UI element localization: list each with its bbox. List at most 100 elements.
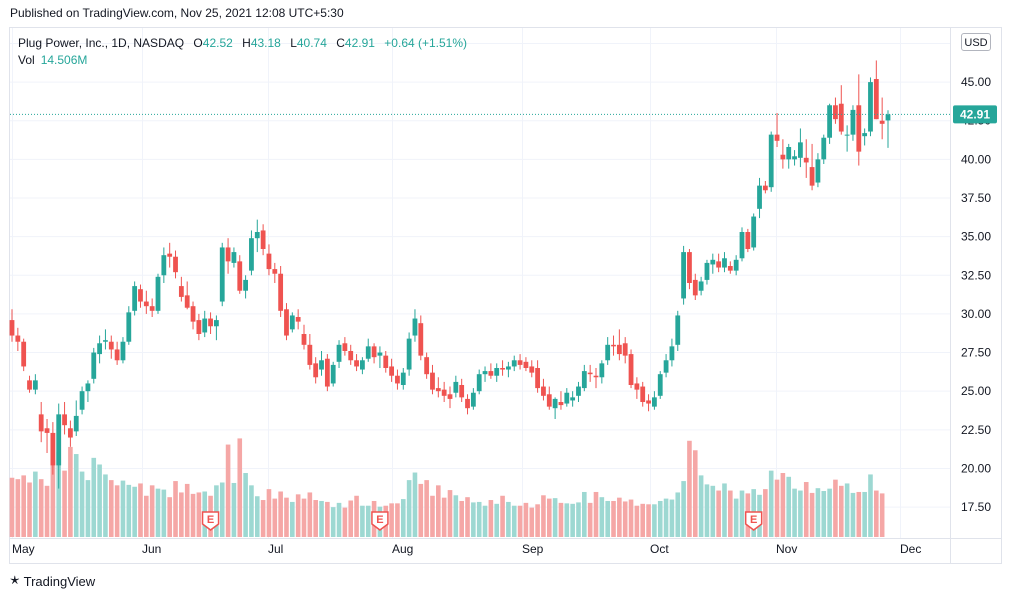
volume-bar	[348, 500, 354, 537]
volume-bar	[97, 464, 102, 537]
candle-body	[692, 279, 698, 296]
candle-body	[628, 354, 634, 385]
x-tick-label: Jul	[268, 542, 283, 556]
y-tick-label: 45.00	[961, 75, 991, 89]
y-tick-label: 17.50	[961, 500, 991, 514]
earnings-marker-icon	[371, 511, 389, 531]
candle-body	[681, 252, 686, 299]
candle-body	[535, 368, 540, 389]
volume-bar	[728, 490, 733, 537]
volume-bar	[552, 498, 558, 537]
candle-body	[640, 386, 646, 402]
volume-bar	[214, 485, 219, 537]
candle-body	[704, 262, 710, 280]
volume-bar	[447, 490, 453, 537]
volume-bar	[465, 497, 470, 537]
chart-legend: Plug Power, Inc., 1D, NASDAQ O42.52 H43.…	[18, 35, 467, 69]
candle-body	[132, 286, 138, 311]
candle-body	[733, 259, 739, 271]
candle-body	[541, 386, 546, 396]
x-tick-label: Oct	[650, 542, 669, 556]
volume-bar	[675, 492, 681, 537]
volume-bar	[173, 481, 178, 537]
currency-button[interactable]: USD	[961, 33, 991, 51]
candle-body	[289, 315, 295, 330]
volume-bar	[763, 489, 768, 537]
candle-body	[576, 386, 581, 396]
volume-bar	[290, 501, 295, 537]
earnings-marker-label: E	[750, 514, 757, 526]
candle-body	[214, 320, 219, 327]
volume-bar	[488, 500, 494, 537]
candle-body	[254, 232, 260, 239]
volume-bar	[541, 495, 546, 537]
volume-bar	[453, 495, 459, 537]
candle-body	[295, 317, 301, 322]
volume-bar	[634, 505, 640, 537]
earnings-marker-icon	[201, 511, 220, 531]
volume-bar	[774, 479, 780, 537]
volume-bar	[406, 480, 412, 537]
candle-body	[698, 281, 704, 291]
candle-body	[430, 372, 435, 390]
volume-bar	[149, 485, 155, 537]
candle-body	[412, 318, 418, 336]
candle-body	[85, 383, 91, 392]
candle-body	[435, 388, 441, 392]
volume-bar	[254, 496, 260, 537]
candle-body	[278, 273, 284, 311]
candle-body	[815, 159, 821, 183]
change-value: +0.64 (+1.51%)	[384, 36, 468, 50]
volume-bar	[733, 498, 739, 537]
candle-body	[517, 360, 523, 365]
candle-body	[424, 357, 430, 375]
candle-body	[73, 415, 79, 432]
low-label: L	[290, 36, 297, 50]
volume-bar	[722, 483, 727, 537]
volume-bar	[646, 504, 651, 537]
candle-body	[167, 253, 173, 257]
candle-body	[470, 392, 476, 407]
volume-bar	[155, 488, 161, 537]
volume-bar	[739, 490, 745, 537]
volume-bar	[91, 457, 97, 537]
candle-body	[307, 344, 313, 365]
candle-body	[722, 258, 727, 268]
candle-body	[447, 394, 453, 399]
volume-bar	[418, 483, 424, 537]
candle-body	[38, 414, 44, 432]
candle-body	[103, 340, 108, 342]
candle-body	[260, 230, 266, 249]
y-tick-label: 40.00	[961, 152, 991, 166]
y-tick-label: 27.50	[961, 346, 991, 360]
volume-bar	[278, 491, 283, 537]
volume-bar	[879, 493, 885, 537]
volume-bar	[336, 502, 342, 537]
candle-body	[675, 315, 681, 345]
candle-body	[161, 255, 167, 276]
candle-body	[488, 371, 494, 376]
volume-bar	[161, 489, 167, 537]
volume-bar	[558, 502, 564, 537]
candle-body	[739, 232, 745, 259]
candle-body	[360, 360, 365, 370]
candle-body	[190, 306, 196, 322]
volume-bar	[459, 500, 464, 537]
candle-body	[552, 398, 558, 409]
volume-bar	[476, 501, 482, 537]
candle-body	[482, 371, 488, 375]
candle-body	[646, 400, 651, 404]
volume-bar	[617, 497, 622, 537]
candle-body	[68, 428, 73, 438]
volume-bar	[593, 491, 599, 537]
volume-bar	[827, 488, 832, 537]
candle-body	[827, 105, 832, 138]
volume-bar	[126, 484, 132, 537]
volume-bar	[184, 483, 190, 537]
candle-body	[406, 338, 412, 370]
candle-body	[511, 360, 517, 367]
volume-bar	[511, 505, 517, 537]
volume-bar	[611, 500, 616, 537]
volume-bar	[301, 498, 307, 537]
